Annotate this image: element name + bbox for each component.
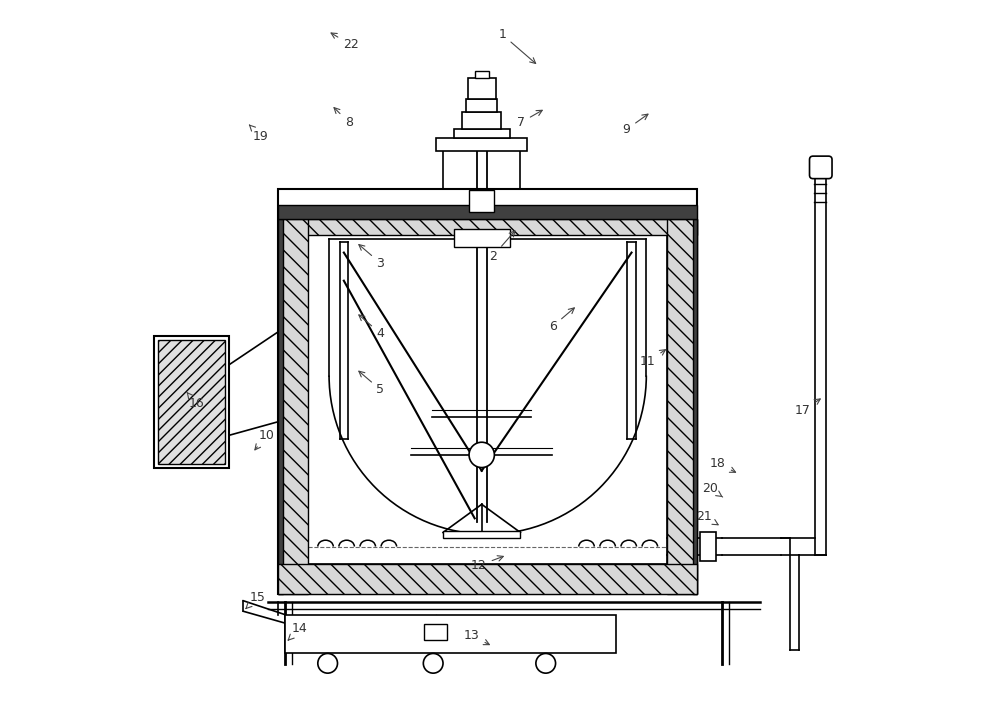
Text: 16: 16	[187, 392, 204, 411]
Bar	[424, 625, 447, 640]
Bar	[466, 99, 497, 112]
Text: 20: 20	[702, 481, 723, 497]
Text: 14: 14	[288, 623, 307, 640]
Bar	[278, 219, 283, 593]
Text: 19: 19	[249, 125, 269, 143]
Circle shape	[536, 654, 556, 673]
Text: 22: 22	[331, 33, 359, 52]
Text: 3: 3	[359, 245, 384, 269]
Bar	[154, 336, 229, 468]
Bar	[285, 615, 616, 654]
Text: 7: 7	[517, 111, 542, 129]
Text: 21: 21	[696, 510, 718, 525]
Bar	[443, 531, 520, 538]
Circle shape	[469, 442, 494, 467]
Bar	[278, 219, 697, 235]
Bar	[278, 219, 308, 593]
Text: 15: 15	[246, 591, 265, 608]
Text: 12: 12	[471, 556, 503, 572]
Bar	[468, 78, 496, 99]
Text: 1: 1	[498, 28, 536, 64]
Bar	[454, 229, 510, 247]
Bar	[693, 219, 697, 593]
Text: 17: 17	[795, 399, 820, 418]
Bar	[454, 130, 510, 138]
Bar	[436, 138, 527, 150]
Bar	[308, 235, 667, 564]
Text: 2: 2	[489, 231, 515, 262]
Text: 5: 5	[359, 372, 384, 396]
Bar	[158, 340, 225, 464]
Text: 9: 9	[623, 114, 648, 136]
Bar	[700, 532, 716, 561]
Circle shape	[423, 654, 443, 673]
Text: 10: 10	[255, 429, 274, 450]
Text: 8: 8	[334, 108, 353, 129]
Text: 6: 6	[549, 308, 574, 333]
Bar	[667, 219, 697, 593]
Text: 11: 11	[640, 350, 665, 368]
Text: 18: 18	[710, 457, 736, 472]
Bar	[278, 189, 697, 593]
Bar	[475, 71, 489, 78]
Bar	[278, 564, 697, 593]
Text: 4: 4	[359, 315, 384, 340]
FancyBboxPatch shape	[810, 156, 832, 179]
Circle shape	[318, 654, 338, 673]
Bar	[278, 206, 697, 219]
Text: 13: 13	[464, 630, 489, 644]
Bar	[469, 191, 494, 211]
Bar	[462, 112, 501, 130]
